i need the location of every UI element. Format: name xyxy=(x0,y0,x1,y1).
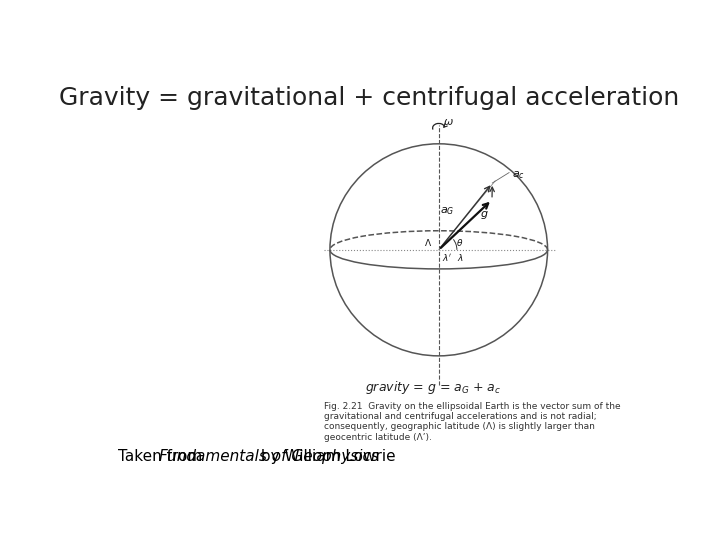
Text: $\mathit{g}$: $\mathit{g}$ xyxy=(480,209,489,221)
Text: Fundamentals of Geophysics: Fundamentals of Geophysics xyxy=(158,449,379,464)
Text: Fig. 2.21  Gravity on the ellipsoidal Earth is the vector sum of the
gravitation: Fig. 2.21 Gravity on the ellipsoidal Ear… xyxy=(324,402,621,442)
Text: $\mathit{a}_c$: $\mathit{a}_c$ xyxy=(512,170,525,181)
Text: $\omega$: $\omega$ xyxy=(444,117,454,127)
Text: $\Lambda$: $\Lambda$ xyxy=(423,237,431,248)
Text: $\mathit{a}_G$: $\mathit{a}_G$ xyxy=(440,205,454,217)
Text: $\theta$: $\theta$ xyxy=(456,237,464,248)
Text: $\lambda$: $\lambda$ xyxy=(456,252,464,263)
Text: Taken from: Taken from xyxy=(118,449,207,464)
Text: $\lambda'$: $\lambda'$ xyxy=(442,252,452,263)
Text: $\mathit{gravity}$ = $\mathit{g}$ = $\mathit{a}_G$ + $\mathit{a}_c$: $\mathit{gravity}$ = $\mathit{g}$ = $\ma… xyxy=(365,379,501,396)
Text: by William Lowrie: by William Lowrie xyxy=(256,449,396,464)
Text: Gravity = gravitational + centrifugal acceleration: Gravity = gravitational + centrifugal ac… xyxy=(59,85,679,110)
